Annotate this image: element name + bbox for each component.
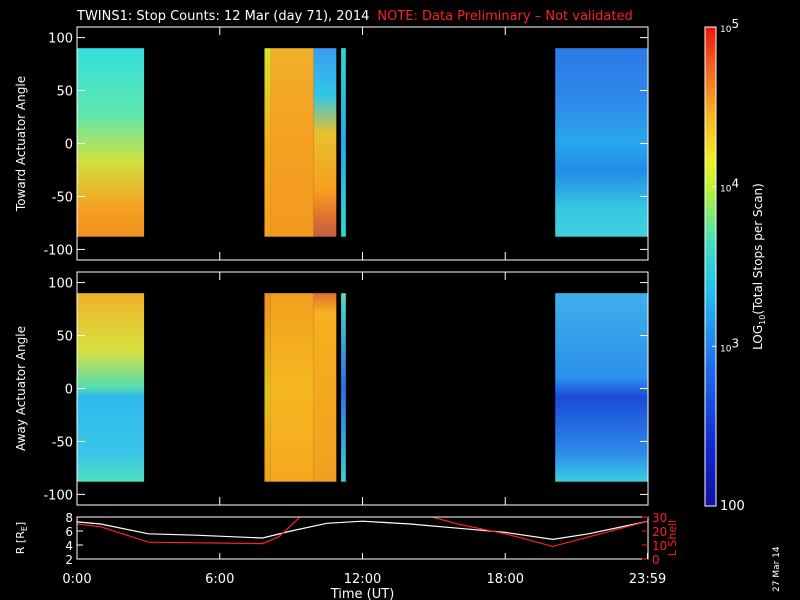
colorbar-label: LOG10(Total Stops per Scan) bbox=[751, 183, 767, 350]
data-segment-4 bbox=[313, 48, 337, 237]
y-tick-label: -50 bbox=[52, 435, 73, 450]
data-segment-3 bbox=[270, 48, 314, 237]
x-tick-label: 18:00 bbox=[487, 572, 524, 587]
y-tick-label: 100 bbox=[48, 32, 73, 47]
preliminary-note: NOTE: Data Preliminary – Not validated bbox=[377, 9, 633, 24]
x-tick-label: 6:00 bbox=[205, 572, 234, 587]
x-axis-label: Time (UT) bbox=[330, 587, 395, 600]
left-y-tick-label: 2 bbox=[65, 553, 73, 567]
colorbar-scale bbox=[704, 26, 717, 507]
chart-title: TWINS1: Stop Counts: 12 Mar (day 71), 20… bbox=[77, 9, 633, 24]
x-tick-label: 12:00 bbox=[344, 572, 381, 587]
data-segment-6 bbox=[555, 48, 648, 237]
colorbar-tick-label: 104 bbox=[720, 177, 739, 195]
data-segment-2 bbox=[264, 293, 271, 482]
data-segment-2 bbox=[264, 48, 271, 237]
y-axis-label: Toward Actuator Angle bbox=[14, 76, 28, 212]
generation-date: 27 Mar 14 bbox=[772, 546, 782, 592]
left-y-tick-label: 4 bbox=[65, 539, 73, 553]
data-segment-5 bbox=[341, 48, 346, 237]
data-segment-5 bbox=[341, 293, 346, 482]
left-y-tick-label: 6 bbox=[65, 525, 73, 539]
right-y-tick-label: 0 bbox=[652, 553, 660, 567]
y-tick-label: 50 bbox=[56, 85, 73, 100]
right-y-tick-label: 30 bbox=[652, 511, 667, 525]
y-tick-label: 50 bbox=[56, 330, 73, 345]
right-axis-label: L Shell bbox=[666, 520, 679, 556]
plot-area bbox=[77, 272, 648, 505]
lshell-series-line bbox=[77, 517, 648, 548]
y-tick-label: 100 bbox=[48, 277, 73, 292]
plot-area bbox=[77, 517, 648, 559]
y-tick-label: 0 bbox=[65, 383, 73, 398]
colorbar-tick-label: 105 bbox=[720, 17, 739, 35]
data-segment-4 bbox=[313, 293, 337, 482]
x-tick-label: 23:59 bbox=[629, 572, 666, 587]
y-tick-label: 0 bbox=[65, 138, 73, 153]
right-y-tick-label: 10 bbox=[652, 539, 667, 553]
colorbar: 105 104 103 100 LOG10(Total Stops per Scan) bbox=[704, 17, 767, 514]
toward-panel: 100 50 0 -50 -100 Toward Actuator Angle bbox=[14, 26, 649, 261]
x-tick-label: 0:00 bbox=[62, 572, 91, 587]
y-tick-label: -50 bbox=[52, 190, 73, 205]
data-segment-3 bbox=[270, 293, 314, 482]
data-segment-1 bbox=[77, 293, 145, 482]
colorbar-tick-label: 103 bbox=[720, 336, 739, 354]
plot-area bbox=[77, 27, 648, 260]
y-axis-label: Away Actuator Angle bbox=[14, 326, 28, 451]
left-y-tick-label: 8 bbox=[65, 511, 73, 525]
title-text: TWINS1: Stop Counts: 12 Mar (day 71), 20… bbox=[77, 9, 370, 24]
right-y-tick-label: 20 bbox=[652, 525, 667, 539]
r-series-line bbox=[77, 520, 648, 541]
away-panel: 100 50 0 -50 -100 Away Actuator Angle bbox=[14, 271, 649, 506]
data-segment-1 bbox=[77, 48, 145, 237]
colorbar-tick-label: 100 bbox=[720, 499, 745, 514]
y-tick-label: -100 bbox=[43, 243, 73, 258]
y-tick-label: -100 bbox=[43, 488, 73, 503]
data-segment-6 bbox=[555, 293, 648, 482]
left-axis-label: R [RE] bbox=[14, 522, 29, 554]
